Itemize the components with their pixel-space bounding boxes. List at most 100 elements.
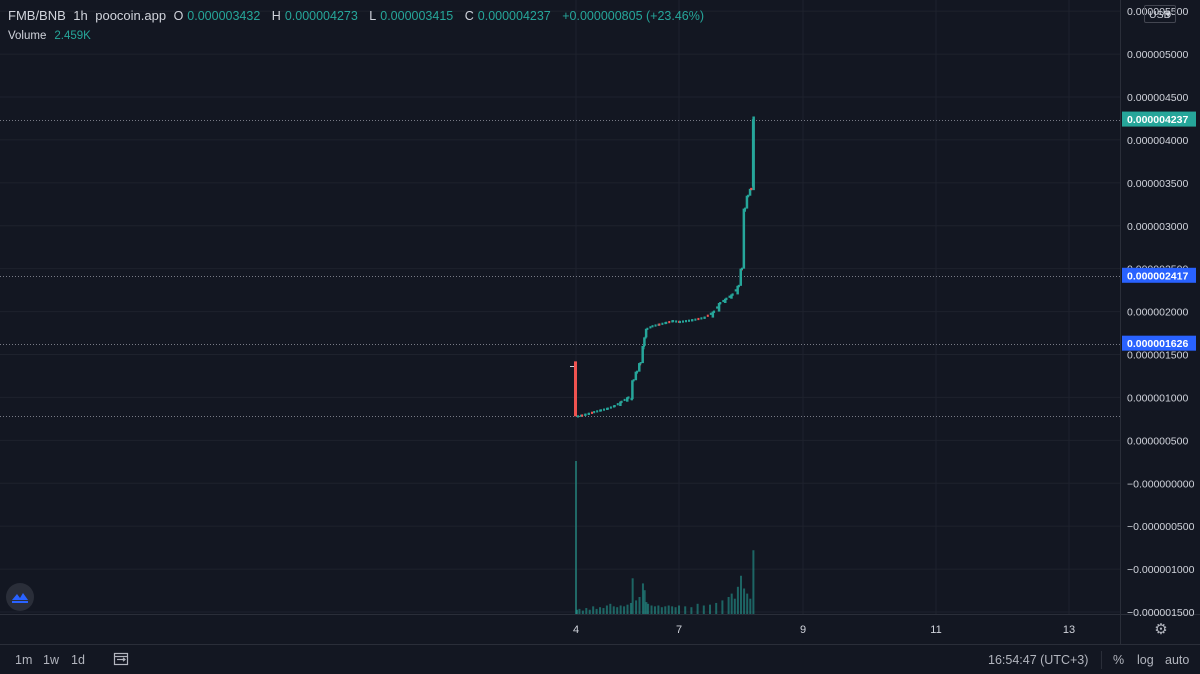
timeframe-1m-button[interactable]: 1m <box>15 653 33 667</box>
volume-bar <box>585 608 588 614</box>
volume-bar <box>749 598 752 614</box>
volume-bar <box>623 606 626 614</box>
candle-body <box>577 415 580 418</box>
timeframe-1d-button[interactable]: 1d <box>71 653 85 667</box>
volume-bar <box>721 600 724 614</box>
volume-bar <box>631 578 634 614</box>
x-tick-label: 11 <box>930 624 941 636</box>
timeframe-1w-button[interactable]: 1w <box>43 653 59 667</box>
volume-bar <box>635 600 638 614</box>
auto-toggle[interactable]: auto <box>1165 653 1190 667</box>
candle-up <box>634 371 638 381</box>
candle-body <box>661 322 664 325</box>
candle-up <box>638 363 641 372</box>
candle-body <box>642 344 645 348</box>
price-tag <box>1122 111 1196 127</box>
candle-body <box>623 398 626 402</box>
candle-up <box>730 294 733 299</box>
volume-bar <box>667 605 670 614</box>
volume-bar <box>752 550 755 614</box>
volume-bar <box>576 609 579 614</box>
y-tick-label: 0.000004000 <box>1127 135 1188 147</box>
settings-gear-icon[interactable]: ⚙ <box>1154 621 1168 638</box>
candle-up <box>626 397 629 402</box>
y-tick-label: 0.000004500 <box>1127 92 1188 104</box>
candle-body <box>722 299 725 303</box>
candle-up <box>736 285 739 295</box>
calendar-range-icon[interactable] <box>113 651 129 667</box>
volume-bar <box>595 608 598 614</box>
y-tick-label: 0.000000500 <box>1127 435 1188 447</box>
x-tick-label: 13 <box>1063 624 1075 636</box>
candle-body <box>750 187 753 191</box>
candle-body <box>700 317 703 320</box>
candle-body <box>581 414 584 417</box>
log-toggle[interactable]: log <box>1137 653 1154 667</box>
candle-body <box>584 413 587 416</box>
percent-toggle[interactable]: % <box>1113 653 1125 667</box>
price-tag <box>1122 335 1196 351</box>
candle-up <box>742 208 746 269</box>
volume-bar <box>645 602 648 614</box>
candle-body <box>593 411 596 414</box>
candle-body <box>675 320 678 323</box>
volume-bar <box>674 607 677 614</box>
candle-body <box>613 405 616 408</box>
volume-bar <box>629 602 632 614</box>
currency-select[interactable]: USD ▼ <box>1144 5 1176 23</box>
source-label: poocoin.app <box>95 8 167 23</box>
volume-bar <box>643 590 646 614</box>
volume-bar <box>715 602 718 614</box>
candle-body <box>716 306 719 309</box>
volume-bar <box>592 606 595 614</box>
y-tick-label: 0.000001000 <box>1127 392 1188 404</box>
candle-body <box>731 293 734 296</box>
volume-bar <box>641 583 644 614</box>
y-tick-label: 0.000005500 <box>1127 6 1188 18</box>
volume-bar <box>609 603 612 614</box>
candle-body <box>672 320 675 323</box>
price-tag-label: 0.000004237 <box>1127 114 1188 126</box>
volume-bar <box>730 593 733 614</box>
candle-body <box>719 302 722 305</box>
candle-up <box>644 328 648 338</box>
y-tick-label: −0.000000500 <box>1127 521 1195 533</box>
candle-body <box>658 323 661 326</box>
y-tick-label: 0.000001500 <box>1127 350 1188 362</box>
tradingview-logo-icon[interactable] <box>6 583 34 611</box>
volume-legend: Volume 2.459K <box>8 30 91 42</box>
volume-bar <box>619 605 622 614</box>
candle-body <box>616 403 619 406</box>
volume-bar <box>616 607 619 614</box>
candle-up <box>643 337 646 346</box>
price-chart[interactable]: 0.000005500 0.000005000 0.000004500 0.00000… <box>0 0 1200 644</box>
candle-body <box>606 407 609 410</box>
clock-timezone[interactable]: 16:54:47 (UTC+3) <box>988 653 1089 667</box>
candle-body <box>651 325 654 328</box>
y-tick-label: −0.000000000 <box>1127 478 1195 490</box>
candle-body <box>737 284 740 288</box>
candle-body <box>654 324 657 327</box>
candle-body <box>725 297 728 300</box>
x-tick-label: 7 <box>676 624 682 636</box>
candle-body <box>639 362 642 365</box>
candle-body <box>697 317 700 321</box>
volume-value: 2.459K <box>54 30 91 42</box>
symbol-label[interactable]: FMB/BNB <box>8 8 66 23</box>
volume-bar <box>690 607 693 614</box>
volume-bar <box>650 605 653 614</box>
candle-up <box>717 303 721 312</box>
price-tag-label: 0.000001626 <box>1127 338 1188 350</box>
candle-body <box>747 194 750 197</box>
candle-body <box>706 314 709 317</box>
x-tick-label: 4 <box>573 624 579 636</box>
interval-label[interactable]: 1h <box>73 8 88 23</box>
candle-body <box>600 409 603 412</box>
candle-body <box>682 320 684 323</box>
volume-bar <box>581 610 584 614</box>
low-key: L <box>369 9 377 23</box>
y-tick-label: 0.000003000 <box>1127 221 1188 233</box>
chevron-down-icon: ▼ <box>1164 10 1172 19</box>
candle-body <box>620 400 623 403</box>
y-tick-label: 0.000002000 <box>1127 307 1188 319</box>
